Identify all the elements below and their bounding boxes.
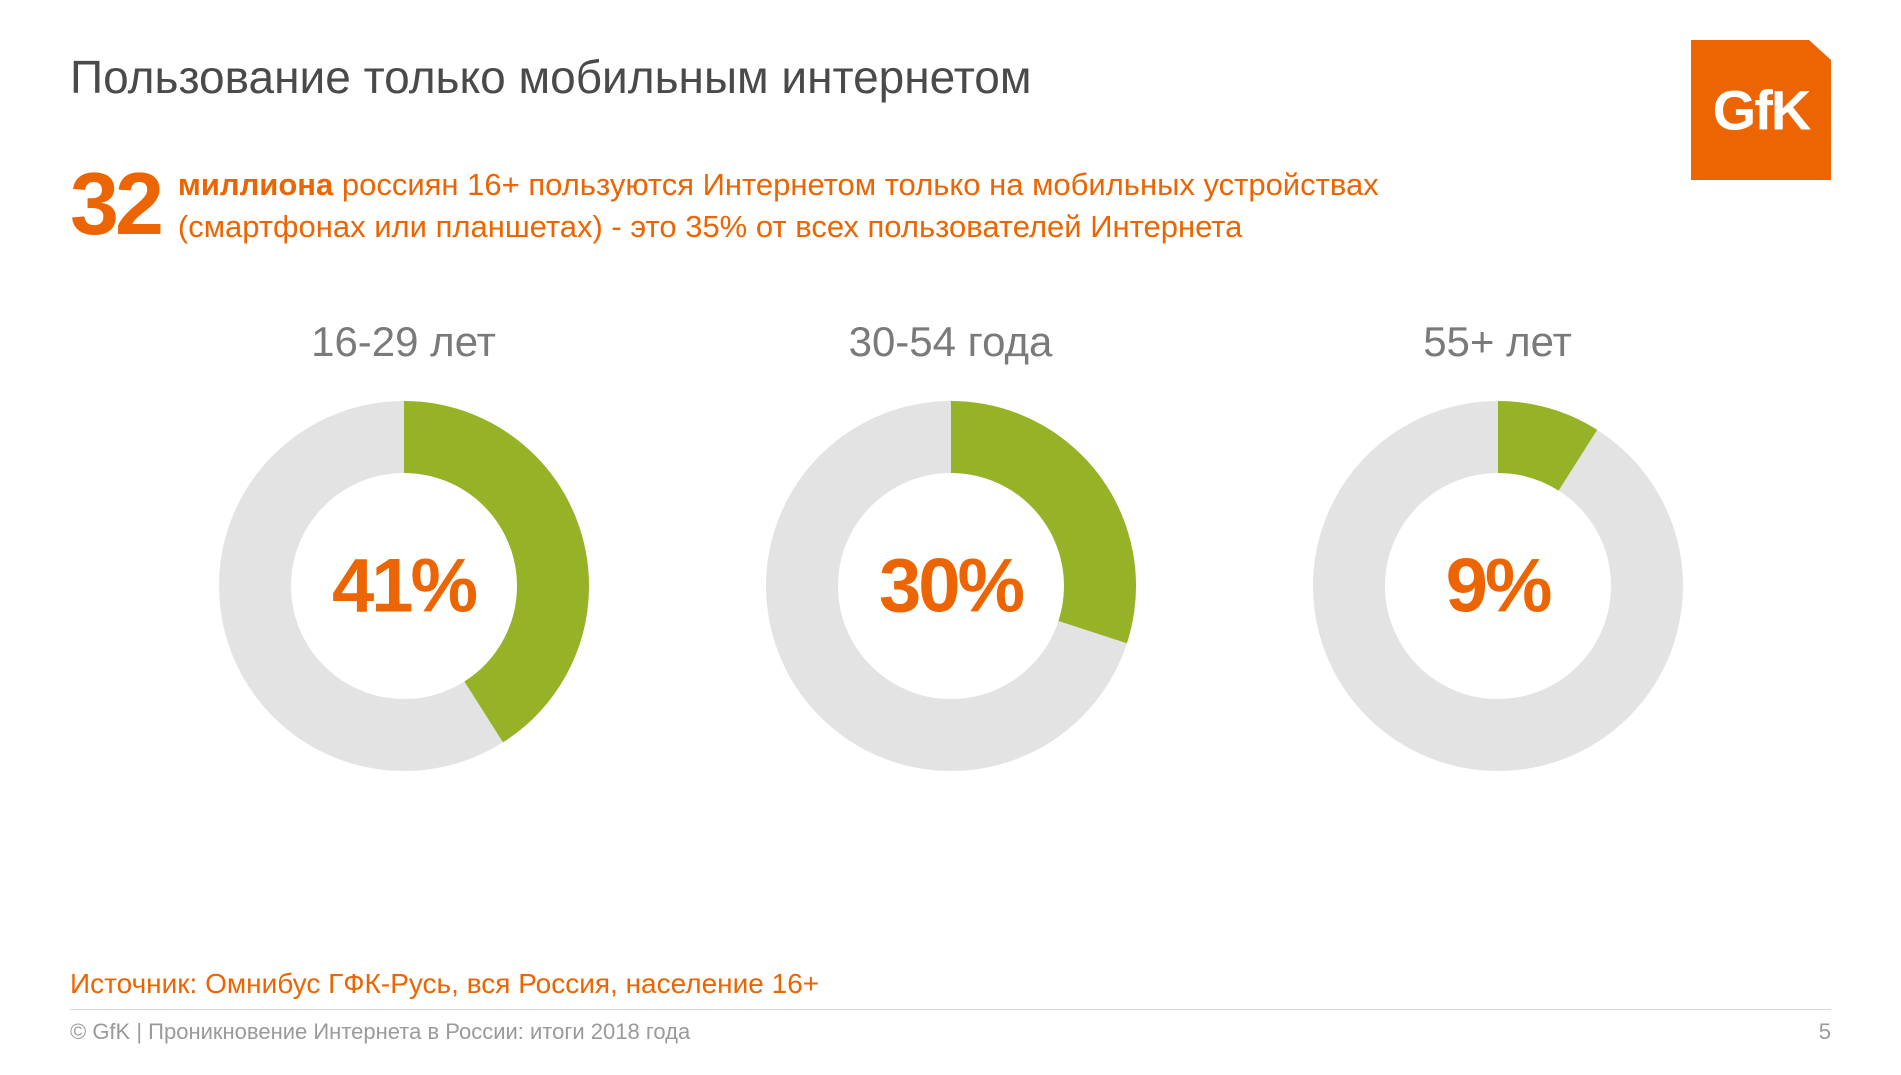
footer-left: © GfK | Проникновение Интернета в России… <box>70 1019 690 1045</box>
donut-value: 9% <box>1446 542 1550 629</box>
footer-divider <box>70 1009 1831 1010</box>
logo-text: GfK <box>1713 78 1810 143</box>
page-title: Пользование только мобильным интернетом <box>70 50 1831 104</box>
donut-chart-2: 30-54 года 30% <box>766 318 1136 771</box>
headline: 32 миллиона россиян 16+ пользуются Интер… <box>70 164 1831 248</box>
donut-ring: 41% <box>219 401 589 771</box>
footer: © GfK | Проникновение Интернета в России… <box>70 1019 1831 1045</box>
donut-ring: 30% <box>766 401 1136 771</box>
headline-text: миллиона россиян 16+ пользуются Интернет… <box>178 164 1379 248</box>
headline-number: 32 <box>70 164 160 243</box>
donut-value: 41% <box>332 542 475 629</box>
donut-chart-3: 55+ лет 9% <box>1313 318 1683 771</box>
donut-value: 30% <box>879 542 1022 629</box>
headline-bold: миллиона <box>178 167 333 202</box>
gfk-logo: GfK <box>1691 40 1831 180</box>
donut-label: 30-54 года <box>849 318 1053 366</box>
donut-ring: 9% <box>1313 401 1683 771</box>
slide: Пользование только мобильным интернетом … <box>0 0 1901 1075</box>
donut-charts-row: 16-29 лет 41% 30-54 года 30% 55+ лет 9% <box>70 318 1831 771</box>
donut-label: 16-29 лет <box>311 318 496 366</box>
headline-line1: россиян 16+ пользуются Интернетом только… <box>333 167 1378 202</box>
logo-background: GfK <box>1691 40 1831 180</box>
donut-chart-1: 16-29 лет 41% <box>219 318 589 771</box>
source-text: Источник: Омнибус ГФК-Русь, вся Россия, … <box>70 968 819 1000</box>
page-number: 5 <box>1819 1019 1831 1045</box>
donut-label: 55+ лет <box>1423 318 1572 366</box>
headline-line2: (смартфонах или планшетах) - это 35% от … <box>178 209 1242 244</box>
